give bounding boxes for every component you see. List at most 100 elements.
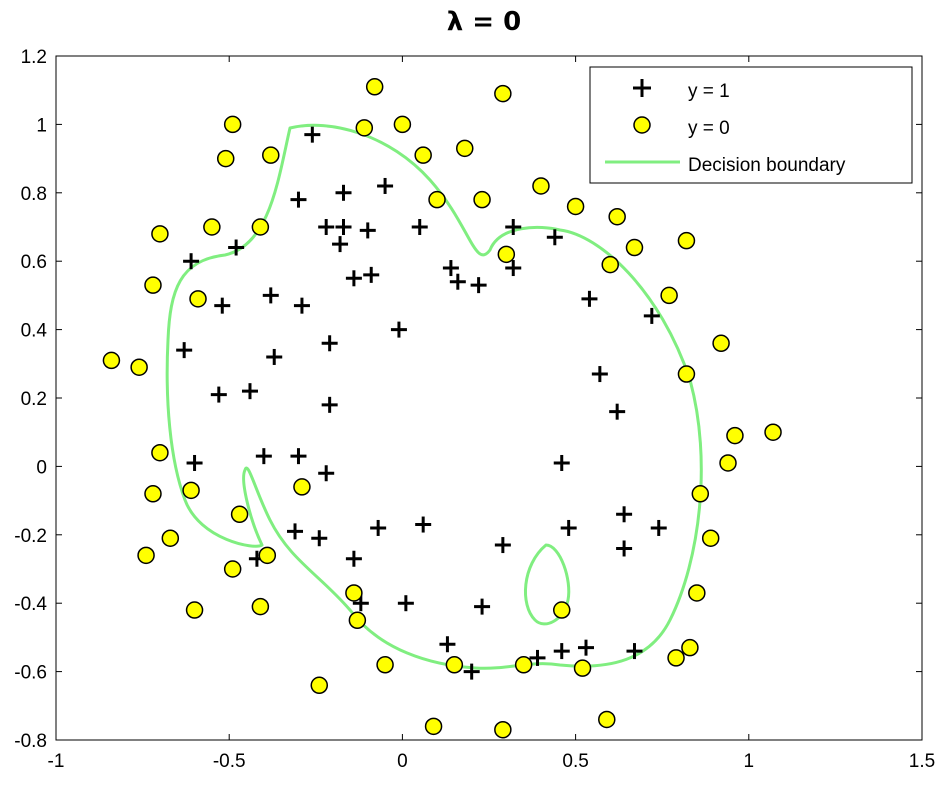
negative-point xyxy=(625,238,644,257)
positive-point xyxy=(262,287,279,304)
positive-point xyxy=(553,643,570,660)
positive-point xyxy=(311,530,328,547)
negative-point xyxy=(677,231,696,250)
y-axis: 1.2 1 0.8 0.6 0.4 0.2 0 -0.2 -0.4 -0.6 -0.8 xyxy=(14,47,922,752)
positive-point xyxy=(529,649,546,666)
positive-point xyxy=(442,260,459,277)
positive-point xyxy=(290,191,307,208)
y-tick-label: -0.2 xyxy=(14,526,47,547)
positive-point xyxy=(463,663,480,680)
positive-point xyxy=(553,454,570,471)
positive-point xyxy=(345,550,362,567)
positive-point xyxy=(287,523,304,540)
y-tick-label: 0.4 xyxy=(21,321,48,342)
positive-point xyxy=(214,297,231,314)
legend-label-boundary: Decision boundary xyxy=(688,155,846,176)
positive-point xyxy=(321,396,338,413)
x-tick-label: 0.5 xyxy=(562,751,588,772)
positive-point xyxy=(363,266,380,283)
negative-point xyxy=(566,197,585,216)
y-tick-label: 0.8 xyxy=(21,184,47,205)
positive-point xyxy=(449,273,466,290)
positive-point xyxy=(255,448,272,465)
positive-point xyxy=(650,519,667,536)
positive-point xyxy=(293,297,310,314)
positive-point xyxy=(228,239,245,256)
negative-point xyxy=(726,426,744,445)
positive-point xyxy=(616,506,633,523)
negative-point xyxy=(456,139,474,158)
chart-title: λ = 0 xyxy=(447,7,521,37)
negative-point xyxy=(701,529,720,547)
negative-point xyxy=(712,334,730,353)
y-tick-label: -0.6 xyxy=(14,663,47,684)
positive-point xyxy=(318,219,335,235)
negative-point xyxy=(473,190,491,209)
positive-point xyxy=(643,307,660,324)
legend-label-y1: y = 1 xyxy=(688,81,730,102)
negative-point xyxy=(223,115,242,134)
negative-point xyxy=(189,290,207,308)
negative-point xyxy=(203,218,221,236)
negative-point xyxy=(293,478,311,496)
negative-point xyxy=(251,597,270,616)
positive-point xyxy=(241,383,258,400)
positive-point xyxy=(546,229,563,246)
negative-point xyxy=(494,720,512,739)
x-tick-label: 0 xyxy=(397,751,408,772)
y-tick-label: 1.2 xyxy=(21,47,47,68)
positive-point xyxy=(183,253,200,270)
positive-point xyxy=(505,219,522,235)
positive-point xyxy=(266,348,283,365)
positive-point xyxy=(335,219,352,235)
positive-point xyxy=(397,595,414,612)
positive-point xyxy=(345,270,362,287)
negative-point xyxy=(185,601,204,619)
positive-point xyxy=(359,222,376,239)
x-tick-label: 1.5 xyxy=(909,751,935,772)
x-tick-label: -0.5 xyxy=(213,751,246,772)
negative-point xyxy=(144,276,162,294)
x-axis: -1 -0.5 0 0.5 1 1.5 xyxy=(48,56,935,772)
negative-point xyxy=(376,656,394,674)
positive-point xyxy=(581,290,598,307)
negative-point xyxy=(102,351,121,370)
data-points xyxy=(102,78,782,739)
negative-point xyxy=(691,485,710,503)
negative-point xyxy=(258,546,277,565)
positive-point xyxy=(616,540,633,557)
negative-point xyxy=(137,546,155,565)
positive-point xyxy=(176,342,193,359)
y-tick-label: 0.2 xyxy=(21,389,47,410)
negative-point xyxy=(355,119,374,137)
negative-point xyxy=(681,638,699,657)
negative-point xyxy=(494,84,512,103)
positive-point xyxy=(332,236,349,253)
negative-point xyxy=(552,601,571,619)
negative-point xyxy=(144,485,162,503)
negative-point xyxy=(608,207,626,226)
legend-circle-marker xyxy=(633,116,651,134)
positive-point xyxy=(304,126,321,143)
positive-point xyxy=(321,335,338,352)
negative-point xyxy=(660,286,678,305)
negative-point xyxy=(182,481,200,500)
negative-point xyxy=(677,365,696,383)
legend: y = 1 y = 0 Decision boundary xyxy=(589,66,913,184)
negative-point xyxy=(598,710,616,729)
negative-point xyxy=(601,255,619,274)
positive-point xyxy=(210,386,227,403)
positive-point xyxy=(470,277,487,294)
negative-point xyxy=(251,218,270,236)
positive-point xyxy=(577,639,594,656)
negative-point xyxy=(428,190,446,209)
negative-point xyxy=(414,146,432,164)
positive-point xyxy=(439,636,456,653)
negative-point xyxy=(688,584,706,602)
negative-point xyxy=(532,177,550,195)
positive-point xyxy=(591,366,608,383)
negative-point xyxy=(151,225,169,243)
negative-point xyxy=(719,454,737,472)
decision-boundary-inner xyxy=(523,543,571,626)
